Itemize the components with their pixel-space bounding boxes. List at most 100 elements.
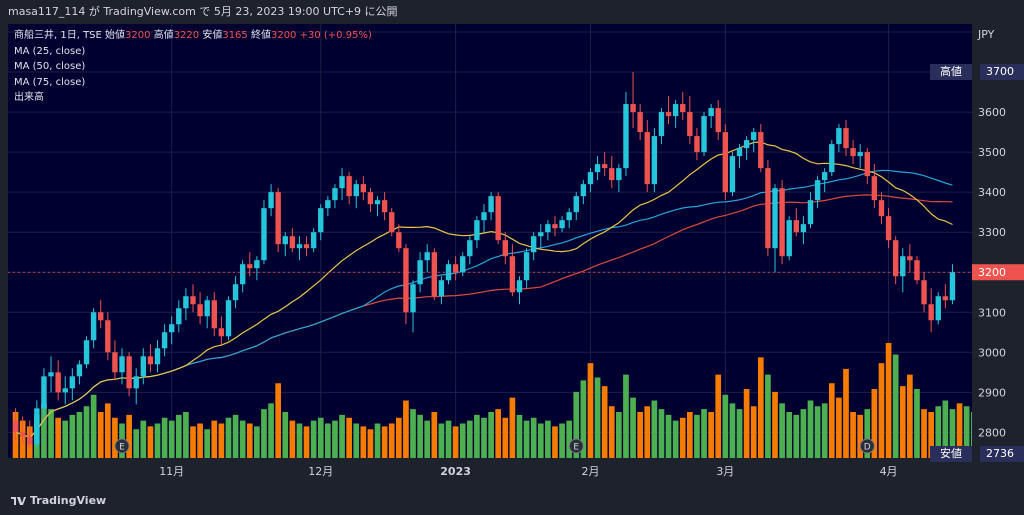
volume-bar <box>587 363 594 458</box>
candle <box>871 164 878 209</box>
candle-body <box>821 172 828 181</box>
volume-bar <box>601 386 608 458</box>
volume-bar <box>807 400 814 458</box>
volume-bar <box>530 417 537 458</box>
time-axis[interactable]: 11月12月20232月3月4月5月 <box>8 458 1024 486</box>
candle <box>481 204 487 233</box>
volume-bar <box>147 426 154 458</box>
volume-bar <box>523 420 530 458</box>
candle <box>417 252 423 293</box>
last-price-tag-value: 3200 <box>978 266 1006 279</box>
candle <box>892 236 899 285</box>
candle-body <box>55 372 61 393</box>
candle <box>154 340 161 373</box>
candle-body <box>800 224 807 233</box>
candle <box>254 256 260 281</box>
candle <box>460 252 466 277</box>
candle-body <box>268 192 274 209</box>
candle <box>765 160 771 257</box>
candle <box>800 216 807 245</box>
candle-body <box>665 112 672 117</box>
candle <box>318 204 324 241</box>
legend-ma50[interactable]: MA (50, close) <box>14 61 86 72</box>
candle <box>651 128 658 193</box>
candle-body <box>488 196 494 213</box>
candle-body <box>566 212 572 221</box>
volume-bar <box>899 386 906 458</box>
candle-body <box>751 132 757 141</box>
candle <box>722 124 729 201</box>
volume-bar <box>459 423 466 458</box>
volume-bar <box>715 374 722 458</box>
volume-bar <box>644 406 651 458</box>
volume-bar <box>452 426 459 458</box>
legend-close: 3200 <box>270 30 297 41</box>
candle <box>325 196 331 217</box>
volume-bar <box>616 412 622 458</box>
volume-bar <box>665 414 672 458</box>
candle-body <box>793 220 799 233</box>
candle <box>694 128 700 161</box>
volume-bar <box>417 414 423 458</box>
candle <box>836 124 842 153</box>
candle-body <box>254 260 260 269</box>
candle <box>559 216 565 233</box>
volume-bar <box>722 394 729 458</box>
volume-bar <box>225 417 232 458</box>
legend-ma75[interactable]: MA (75, close) <box>14 76 86 88</box>
event-marker-label: D <box>864 443 871 453</box>
candle-body <box>346 176 352 197</box>
volume-bar <box>658 409 665 458</box>
volume-bar <box>928 412 934 458</box>
candle <box>90 308 97 349</box>
candle-body <box>282 236 288 245</box>
candle-body <box>76 364 83 377</box>
volume-bar <box>325 423 331 458</box>
candle-body <box>609 168 615 181</box>
volume-bar <box>963 406 970 458</box>
legend-volume[interactable]: 出来高 <box>14 92 44 103</box>
candle <box>786 216 792 261</box>
legend: 商船三井, 1日, TSE 始値3200 高値3220 安値3165 終値320… <box>14 28 372 106</box>
candle-body <box>864 152 870 177</box>
candle <box>701 112 707 157</box>
chart-panel[interactable]: EEDE <box>8 24 1024 458</box>
candlestick-chart[interactable]: EEDE <box>8 24 1024 458</box>
candle <box>949 264 956 305</box>
candle <box>516 276 523 305</box>
candle <box>119 348 125 385</box>
volume-bar <box>97 412 104 458</box>
candle <box>885 208 892 249</box>
volume-bar <box>303 426 310 458</box>
candle <box>438 276 445 305</box>
volume-bar <box>360 426 367 458</box>
candle-body <box>843 128 849 149</box>
volume-bar <box>83 406 90 458</box>
volume-bar <box>140 420 147 458</box>
candle-body <box>545 224 551 233</box>
candle <box>538 224 544 249</box>
footer-brand[interactable]: TradingView <box>30 494 107 507</box>
volume-bar <box>679 417 686 458</box>
candle <box>914 256 920 285</box>
volume-bar <box>161 417 168 458</box>
legend-ma25[interactable]: MA (25, close) <box>14 45 86 57</box>
volume-bar <box>104 403 111 458</box>
volume-bar <box>211 420 218 458</box>
candle <box>19 416 26 445</box>
candle-body <box>424 252 430 261</box>
volume-bar <box>282 412 289 458</box>
candle-body <box>481 212 487 221</box>
candle-body <box>559 220 565 229</box>
time-axis-svg: 11月12月20232月3月4月5月 <box>159 465 1024 478</box>
candle-body <box>183 296 189 309</box>
candle <box>878 192 885 225</box>
price-axis[interactable]: JPY 2800 2900 3000 3100 3300 3400 3500 3600 3200 <box>972 24 1024 458</box>
candle-body <box>34 408 40 445</box>
volume-bar <box>537 423 544 458</box>
volume-bar <box>395 417 402 458</box>
candle <box>935 292 941 325</box>
candle <box>857 144 863 169</box>
candle-body <box>836 128 842 145</box>
candle <box>147 344 154 373</box>
